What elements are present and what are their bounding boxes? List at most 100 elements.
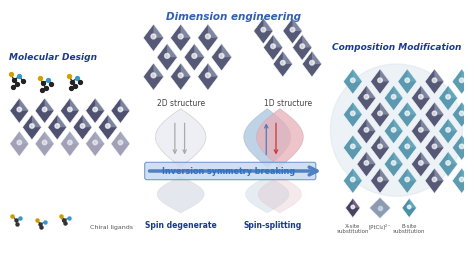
Polygon shape [452,102,471,127]
Polygon shape [264,35,283,60]
Polygon shape [343,135,362,160]
Circle shape [350,111,355,116]
Polygon shape [98,115,117,140]
Polygon shape [35,98,54,123]
Polygon shape [346,198,360,218]
Polygon shape [246,177,289,213]
Circle shape [419,128,423,132]
Polygon shape [353,102,362,115]
Polygon shape [371,102,390,127]
Polygon shape [353,69,362,82]
Polygon shape [48,115,67,140]
Polygon shape [154,24,164,38]
Circle shape [378,111,383,116]
Circle shape [408,205,411,209]
Polygon shape [425,102,444,127]
Text: Inversion symmetry breaking: Inversion symmetry breaking [162,166,295,175]
Polygon shape [435,168,444,181]
Circle shape [432,111,437,116]
Circle shape [310,60,314,65]
Circle shape [205,73,210,78]
Polygon shape [343,69,362,94]
Circle shape [432,177,437,182]
FancyArrowPatch shape [149,167,317,175]
Circle shape [350,78,355,83]
Circle shape [446,95,450,99]
Text: Spin degenerate: Spin degenerate [145,221,217,230]
Circle shape [151,73,156,78]
Polygon shape [95,98,105,111]
Circle shape [80,124,85,128]
Polygon shape [425,69,444,94]
Circle shape [364,161,369,165]
Polygon shape [421,85,430,98]
Polygon shape [221,44,232,57]
Polygon shape [357,119,376,144]
Polygon shape [435,135,444,148]
Circle shape [405,78,410,83]
Polygon shape [398,168,417,193]
Polygon shape [398,135,417,160]
Polygon shape [120,131,130,144]
Polygon shape [155,109,206,167]
Polygon shape [393,119,403,131]
Polygon shape [82,115,92,127]
Polygon shape [452,69,471,94]
Circle shape [405,144,410,149]
Text: Composition Modification: Composition Modification [332,43,461,52]
Polygon shape [108,115,117,127]
Polygon shape [357,152,376,177]
Text: [PtCl₄]²⁻: [PtCl₄]²⁻ [369,224,391,229]
Circle shape [118,107,123,112]
Circle shape [17,107,22,112]
Circle shape [350,144,355,149]
Circle shape [378,78,383,83]
Polygon shape [421,152,430,164]
Polygon shape [411,85,430,111]
Polygon shape [32,115,41,127]
Polygon shape [302,35,312,48]
Circle shape [378,144,383,149]
Polygon shape [244,109,291,167]
Text: Spin-splitting: Spin-splitting [244,221,302,230]
Circle shape [351,205,355,209]
Polygon shape [70,98,79,111]
Circle shape [459,78,464,83]
Circle shape [106,124,110,128]
Circle shape [459,144,464,149]
Circle shape [300,44,305,49]
Circle shape [459,177,464,182]
Circle shape [446,128,450,132]
Polygon shape [184,44,204,71]
Circle shape [205,34,210,39]
Text: Dimension engineering: Dimension engineering [166,11,301,21]
Polygon shape [366,119,376,131]
Polygon shape [411,152,430,177]
Circle shape [93,140,98,145]
Polygon shape [60,131,79,156]
Polygon shape [380,102,390,115]
Circle shape [68,107,72,112]
Polygon shape [86,131,105,156]
Polygon shape [157,177,204,213]
Polygon shape [407,135,417,148]
Polygon shape [312,51,322,64]
Polygon shape [273,35,283,48]
Polygon shape [292,35,312,60]
Circle shape [392,95,396,99]
Circle shape [271,44,275,49]
Polygon shape [143,63,164,90]
Polygon shape [208,63,218,77]
Polygon shape [448,152,457,164]
Polygon shape [407,168,417,181]
Polygon shape [411,119,430,144]
Polygon shape [45,98,54,111]
Polygon shape [70,131,79,144]
Polygon shape [198,63,218,90]
Polygon shape [384,85,403,111]
Polygon shape [462,69,471,82]
Polygon shape [407,69,417,82]
Circle shape [17,140,22,145]
Circle shape [405,177,410,182]
Polygon shape [171,24,191,51]
